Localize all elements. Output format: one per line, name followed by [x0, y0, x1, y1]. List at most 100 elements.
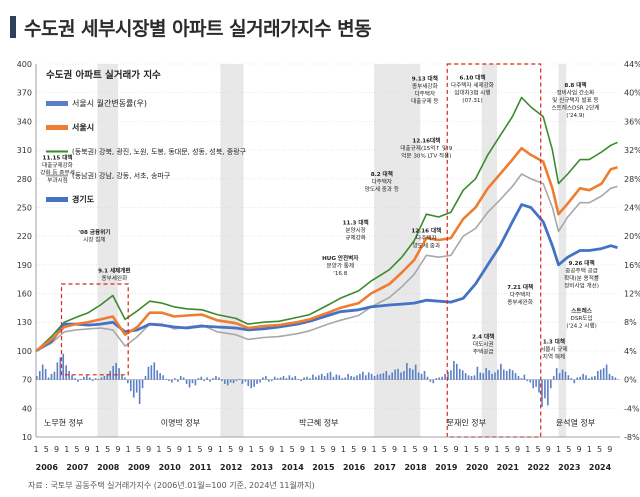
monthly-change-bar	[417, 372, 420, 380]
legend-swatch	[46, 101, 68, 106]
monthly-change-bar	[279, 377, 282, 380]
x-month-tick-label: 5	[566, 445, 571, 454]
y-right-tick-label: 24%	[624, 203, 640, 212]
monthly-change-bar	[505, 371, 508, 380]
monthly-change-bar	[350, 376, 352, 380]
y-left-tick-label: 340	[17, 117, 32, 126]
monthly-change-bar	[326, 373, 329, 380]
monthly-change-bar	[191, 379, 194, 384]
x-month-tick-label: 1	[126, 445, 131, 454]
monthly-change-bar	[573, 379, 576, 384]
monthly-change-bar	[215, 376, 217, 380]
x-month-tick-label: 1	[310, 445, 315, 454]
monthly-change-bar	[91, 379, 94, 382]
annotation-line: 억분 30% LTV 적용)	[401, 151, 451, 159]
x-month-tick-label: 5	[382, 445, 387, 454]
monthly-change-bar	[367, 372, 370, 380]
x-year-label: 2015	[312, 463, 335, 472]
x-month-tick-label: 1	[249, 445, 254, 454]
x-month-tick-label: 9	[423, 445, 428, 454]
monthly-change-bar	[312, 374, 314, 380]
annotation-line: ('24.2 시행)	[566, 322, 596, 330]
government-label: 노무현 정부	[44, 418, 83, 428]
monthly-change-bar	[491, 373, 493, 380]
x-month-tick-label: 1	[587, 445, 592, 454]
x-month-tick-label: 5	[351, 445, 356, 454]
monthly-change-bar	[529, 379, 532, 383]
monthly-change-bar	[259, 379, 261, 383]
monthly-change-bar	[226, 379, 229, 386]
annotation-line: 9.13 대책	[412, 74, 438, 82]
annotation-line: 7.21 대책	[507, 283, 533, 291]
y-right-tick-label: 0%	[624, 376, 637, 385]
monthly-change-bar	[44, 368, 47, 380]
y-left-tick-label: 10	[22, 433, 32, 442]
x-year-label: 2019	[435, 463, 458, 472]
monthly-change-bar	[441, 376, 443, 380]
monthly-change-bar	[511, 370, 514, 380]
y-left-tick-label: 160	[17, 290, 32, 299]
y-right-tick-label: 12%	[624, 290, 640, 299]
y-left-tick-label: 250	[17, 203, 32, 212]
monthly-change-bar	[80, 378, 82, 380]
x-year-label: 2024	[589, 463, 612, 472]
x-month-tick-label: 5	[259, 445, 264, 454]
x-year-label: 2020	[466, 463, 489, 472]
monthly-change-bar	[588, 378, 590, 380]
x-month-tick-label: 9	[115, 445, 120, 454]
monthly-change-bars	[36, 353, 617, 407]
annotation-line: 2.4 대책	[472, 332, 494, 340]
monthly-change-bar	[538, 379, 540, 393]
monthly-change-bar	[194, 379, 197, 386]
annotation-line: 확대(분 용적률	[564, 274, 599, 282]
monthly-change-bar	[188, 379, 191, 388]
annotation-line: 주택공급	[473, 348, 494, 355]
monthly-change-bar	[558, 373, 561, 380]
x-month-tick-label: 1	[341, 445, 346, 454]
monthly-change-bar	[323, 376, 326, 380]
annotation-line: 1.3 대책	[543, 337, 565, 345]
monthly-change-bar	[549, 379, 552, 389]
x-month-tick-label: 5	[474, 445, 479, 454]
monthly-change-bar	[132, 379, 135, 398]
monthly-change-bar	[59, 357, 62, 380]
x-month-tick-label: 9	[392, 445, 397, 454]
x-month-tick-label: 5	[505, 445, 510, 454]
monthly-change-bar	[306, 376, 308, 380]
annotation-line: 8.8 대책	[564, 81, 586, 89]
x-month-tick-label: 9	[454, 445, 459, 454]
annotation-line: 6.10 대책	[459, 73, 485, 81]
x-month-tick-label: 5	[535, 445, 540, 454]
legend-label: 경기도	[72, 194, 95, 204]
monthly-change-bar	[288, 375, 291, 380]
monthly-change-bar	[585, 375, 587, 380]
monthly-change-bar	[315, 376, 317, 380]
monthly-change-bar	[614, 377, 617, 380]
monthly-change-bar	[197, 378, 200, 380]
x-month-tick-label: 5	[74, 445, 79, 454]
monthly-change-bar	[482, 373, 485, 380]
x-year-label: 2007	[66, 463, 88, 472]
x-month-tick-label: 1	[464, 445, 469, 454]
monthly-change-bar	[106, 373, 109, 380]
monthly-change-bar	[88, 377, 91, 380]
x-month-tick-label: 5	[105, 445, 110, 454]
monthly-change-bar	[144, 376, 147, 380]
monthly-change-bar	[256, 379, 258, 384]
annotation-line: 다주택자 세제강화	[451, 81, 494, 89]
monthly-change-bar	[582, 373, 584, 380]
monthly-change-bar	[229, 379, 232, 383]
x-year-label: 2023	[558, 463, 580, 472]
shaded-period	[558, 64, 567, 437]
monthly-change-bar	[379, 373, 382, 380]
monthly-change-bar	[502, 369, 505, 380]
x-month-tick-label: 5	[320, 445, 325, 454]
x-month-tick-label: 9	[515, 445, 520, 454]
monthly-change-bar	[485, 368, 487, 380]
monthly-change-bar	[247, 379, 250, 387]
annotation-line: 9.26 대책	[569, 259, 595, 267]
